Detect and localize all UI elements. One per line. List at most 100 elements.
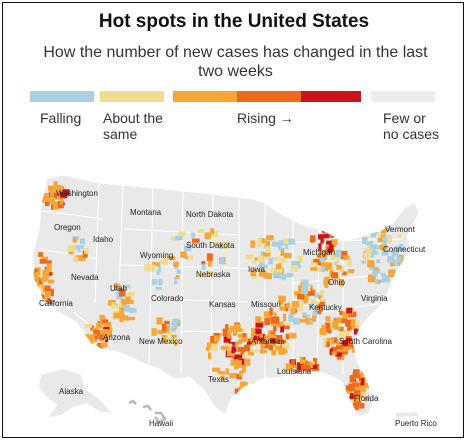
- county-patch: [237, 346, 245, 355]
- county-patch: [119, 314, 124, 323]
- county-patch: [357, 391, 365, 397]
- county-patch: [260, 342, 266, 347]
- county-patch: [273, 316, 280, 325]
- county-patch: [323, 233, 329, 239]
- county-patch: [92, 327, 98, 332]
- county-patch: [275, 345, 282, 351]
- county-patch: [245, 255, 253, 260]
- county-patch: [128, 292, 135, 297]
- county-patch: [324, 281, 329, 288]
- county-patch: [255, 316, 262, 323]
- county-patch: [328, 329, 332, 334]
- county-patch: [286, 302, 291, 309]
- county-patch: [278, 347, 285, 355]
- county-patch: [370, 251, 379, 256]
- county-patch: [234, 354, 243, 359]
- label-nevada: Nevada: [71, 273, 99, 282]
- county-patch: [175, 275, 180, 279]
- county-patch: [254, 399, 259, 403]
- county-patch: [367, 274, 376, 283]
- county-patch: [310, 303, 314, 308]
- county-patch: [161, 324, 167, 332]
- county-patch: [45, 198, 50, 207]
- county-patch: [260, 347, 264, 354]
- county-patch: [223, 336, 231, 343]
- county-patch: [340, 349, 348, 355]
- county-patch: [229, 372, 238, 379]
- county-patch: [248, 398, 252, 402]
- county-patch: [378, 234, 386, 241]
- county-patch: [347, 259, 352, 267]
- county-patch: [42, 270, 50, 279]
- chart-title: Hot spots in the United States: [98, 11, 370, 32]
- county-patch: [263, 383, 271, 391]
- county-patch: [310, 235, 315, 243]
- county-patch: [254, 395, 262, 403]
- county-patch: [191, 238, 200, 243]
- county-patch: [281, 274, 286, 281]
- county-patch: [235, 351, 241, 357]
- legend-label-falling: Falling: [40, 110, 82, 126]
- county-patch: [119, 307, 124, 314]
- county-patch: [319, 257, 326, 262]
- county-patch: [297, 362, 304, 370]
- county-patch: [321, 262, 328, 267]
- county-patch: [349, 375, 356, 383]
- county-patch: [353, 328, 358, 335]
- county-patch: [169, 328, 176, 332]
- county-patch: [338, 332, 344, 340]
- county-patch: [268, 341, 276, 347]
- county-patch: [59, 197, 63, 205]
- county-patch: [341, 318, 347, 324]
- county-patch: [84, 323, 93, 328]
- county-patch: [317, 254, 321, 258]
- county-patch: [333, 337, 338, 344]
- county-patch: [180, 251, 187, 258]
- county-patch: [238, 397, 243, 405]
- county-patch: [380, 272, 386, 277]
- county-patch: [342, 311, 349, 320]
- county-patch: [266, 235, 274, 241]
- county-patch: [233, 328, 238, 335]
- county-patch: [174, 265, 178, 269]
- county-patch: [161, 335, 168, 343]
- county-patch: [272, 241, 279, 247]
- county-patch: [205, 347, 210, 351]
- county-patch: [347, 269, 355, 274]
- county-patch: [370, 244, 378, 249]
- county-patch: [358, 373, 362, 381]
- county-patch: [264, 272, 272, 280]
- county-patch: [207, 271, 214, 277]
- county-patch: [171, 334, 177, 338]
- county-patch: [318, 234, 324, 240]
- county-patch: [381, 274, 390, 283]
- label-california: California: [39, 299, 73, 308]
- county-patch: [381, 249, 389, 256]
- county-patch: [358, 386, 366, 393]
- county-patch: [313, 357, 317, 366]
- county-patch: [201, 264, 206, 270]
- county-patch: [103, 329, 111, 337]
- county-patch: [361, 260, 366, 264]
- legend-label-same: About the same: [103, 110, 163, 142]
- county-patch: [319, 301, 325, 306]
- county-patch: [93, 329, 100, 337]
- county-patch: [259, 333, 263, 338]
- county-patch: [113, 312, 121, 319]
- county-patch: [318, 243, 322, 251]
- county-patch: [171, 236, 179, 241]
- county-patch: [251, 382, 260, 388]
- county-patch: [263, 311, 272, 318]
- county-patch: [151, 328, 157, 336]
- county-patch: [33, 297, 39, 303]
- county-patch: [168, 256, 176, 260]
- county-patch: [170, 339, 177, 344]
- county-patch: [231, 346, 237, 354]
- county-patch: [279, 300, 284, 305]
- county-patch: [251, 260, 257, 264]
- county-patch: [375, 268, 381, 274]
- county-patch: [84, 248, 89, 254]
- county-patch: [215, 367, 221, 372]
- county-patch: [376, 259, 381, 264]
- county-patch: [329, 348, 334, 356]
